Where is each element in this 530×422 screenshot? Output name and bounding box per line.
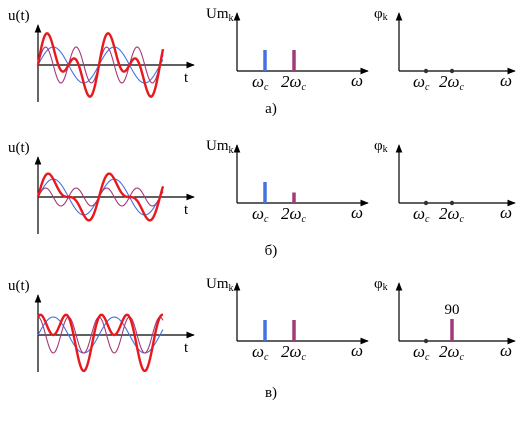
t-axis-label: t <box>184 70 189 86</box>
phase-spectrum-panel: φk ω ωc 2ωc <box>374 138 516 225</box>
omega-axis-label: ω <box>500 71 512 90</box>
second-harmonic-wave <box>37 316 164 354</box>
phase-point-omega-c <box>423 68 429 74</box>
t-axis-label: t <box>184 202 189 218</box>
phase-point-omega-c <box>423 200 429 206</box>
omega-axis-label: ω <box>351 341 363 360</box>
u-axis-label: u(t) <box>8 8 30 24</box>
tick-omega-c: ωc <box>252 342 269 363</box>
total-signal-wave <box>36 172 165 222</box>
u-axis-label: u(t) <box>8 278 30 294</box>
total-signal-wave <box>37 313 164 373</box>
tick-2omega-c: 2ωc <box>281 342 307 363</box>
omega-axis-label: ω <box>500 203 512 222</box>
um-axis-label: Umk <box>206 138 234 156</box>
phi-axis-label: φk <box>374 6 388 23</box>
amplitude-spectrum-panel: Umk ω ωc 2ωc <box>206 6 369 93</box>
omega-axis-label: ω <box>500 341 512 360</box>
phase-point-omega-c <box>423 338 429 344</box>
waveform-panel: u(t) t <box>8 278 195 373</box>
omega-axis-label: ω <box>351 71 363 90</box>
phi-axis-label: φk <box>374 138 388 155</box>
tick-2omega-c: 2ωc <box>439 342 465 363</box>
u-axis-label: u(t) <box>8 140 30 156</box>
tick-2omega-c: 2ωc <box>439 204 465 225</box>
tick-omega-c: ωc <box>413 204 430 225</box>
fundamental-wave <box>37 316 164 354</box>
phase-point-2omega-c <box>449 68 455 74</box>
phase-spectrum-panel: φk ω ωc 2ωc <box>374 6 516 93</box>
total-signal-wave <box>36 32 165 98</box>
tick-omega-c: ωc <box>252 72 269 93</box>
um-axis-label: Umk <box>206 6 234 24</box>
waveform-panel: u(t) t <box>8 8 195 102</box>
amplitude-spectrum-panel: Umk ω ωc 2ωc <box>206 276 369 363</box>
omega-axis-label: ω <box>351 203 363 222</box>
t-axis-label: t <box>184 340 189 356</box>
phi-axis-label: φk <box>374 276 388 293</box>
tick-omega-c: ωc <box>413 342 430 363</box>
amplitude-spectrum-panel: Umk ω ωc 2ωc <box>206 138 369 225</box>
row-3: u(t) t Umk ω ωc 2ωc φk ω ωc 2ωc 90 в) <box>8 276 516 401</box>
row-2: u(t) t Umk ω ωc 2ωc φk ω ωc 2ωc б) <box>8 138 516 259</box>
tick-omega-c: ωc <box>252 204 269 225</box>
row-caption: б) <box>265 243 278 259</box>
phase-spectrum-panel: φk ω ωc 2ωc 90 <box>374 276 516 363</box>
tick-2omega-c: 2ωc <box>281 204 307 225</box>
phase-value-label: 90 <box>445 302 460 318</box>
row-caption: в) <box>265 385 277 401</box>
phase-point-2omega-c <box>449 200 455 206</box>
um-axis-label: Umk <box>206 276 234 294</box>
tick-2omega-c: 2ωc <box>439 72 465 93</box>
row-caption: а) <box>265 101 277 117</box>
tick-2omega-c: 2ωc <box>281 72 307 93</box>
waveform-panel: u(t) t <box>8 140 195 234</box>
tick-omega-c: ωc <box>413 72 430 93</box>
